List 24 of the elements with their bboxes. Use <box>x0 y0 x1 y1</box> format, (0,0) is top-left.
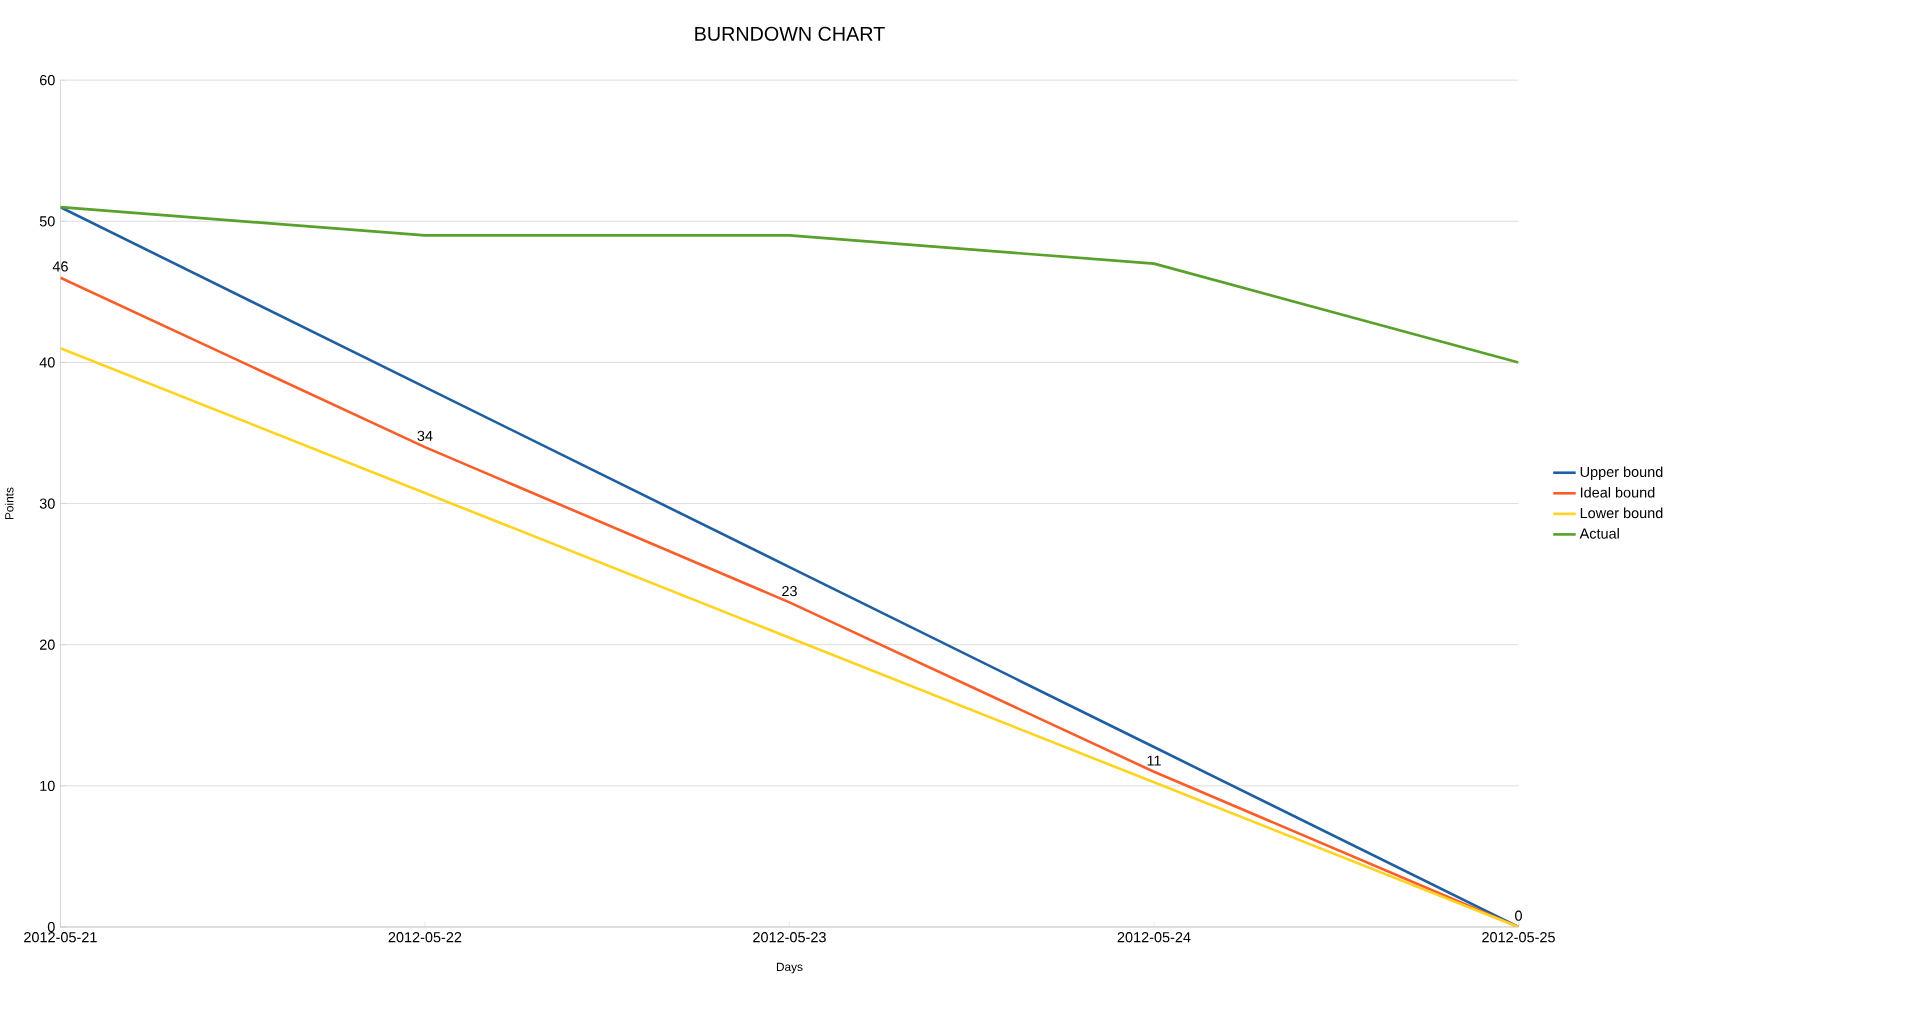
y-tick-label: 50 <box>39 216 55 227</box>
data-label: 34 <box>417 430 433 441</box>
y-tick-label: 30 <box>39 498 55 509</box>
y-axis-title: Points <box>4 487 14 519</box>
legend-label: Upper bound <box>1580 466 1663 480</box>
y-tick-label: 10 <box>40 780 55 791</box>
x-axis-title: Days <box>776 962 803 974</box>
data-label: 0 <box>1515 910 1522 921</box>
y-tick-label: 0 <box>47 921 55 933</box>
legend-label: Lower bound <box>1580 507 1663 519</box>
x-tick-label: 2012-05-21 <box>24 932 97 943</box>
x-tick-label: 2012-05-24 <box>1117 932 1191 943</box>
x-tick-label: 2012-05-23 <box>753 932 826 943</box>
y-tick-label: 20 <box>39 639 55 650</box>
y-tick-label: 40 <box>39 357 55 368</box>
x-tick-label: 2012-05-22 <box>388 932 462 943</box>
legend-label: Ideal bound <box>1580 486 1655 498</box>
chart-title: BURNDOWN CHART <box>695 26 885 41</box>
y-tick-label: 60 <box>39 74 55 86</box>
data-label: 46 <box>52 261 68 272</box>
data-label: 11 <box>1147 755 1161 766</box>
legend-label: Actual <box>1579 527 1619 539</box>
x-tick-label: 2012-05-25 <box>1482 932 1555 943</box>
data-label: 23 <box>782 585 797 597</box>
